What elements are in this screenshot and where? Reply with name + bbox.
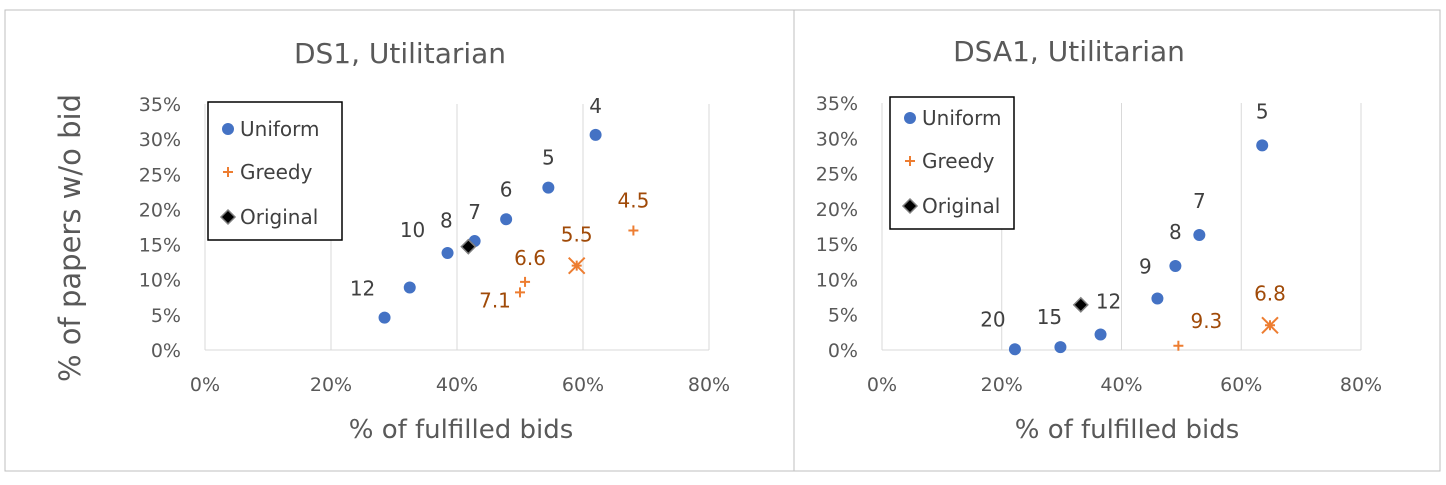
y-tick-label: 0% xyxy=(828,340,858,362)
x-tick-label: 80% xyxy=(688,374,730,396)
y-tick-label: 25% xyxy=(816,164,858,186)
uniform-point xyxy=(378,311,391,324)
uniform-point xyxy=(500,213,513,226)
x-axis-label: % of fulfilled bids xyxy=(349,415,574,445)
legend-greedy-marker xyxy=(905,156,915,166)
uniform-point xyxy=(1193,228,1206,241)
y-tick-label: 30% xyxy=(139,129,181,151)
original-point xyxy=(1072,296,1089,313)
x-tick-label: 60% xyxy=(1220,374,1262,396)
y-axis-label: % of papers w/o bid xyxy=(53,94,87,382)
data-label: 8 xyxy=(440,209,453,233)
data-label: 8 xyxy=(1169,220,1182,244)
y-tick-label: 5% xyxy=(828,305,858,327)
y-tick-label: 20% xyxy=(139,199,181,221)
y-tick-label: 20% xyxy=(816,199,858,221)
legend-label: Original xyxy=(240,205,318,229)
x-tick-label: 0% xyxy=(867,374,897,396)
data-label: 9.3 xyxy=(1190,309,1222,333)
data-label: 5 xyxy=(1256,99,1269,123)
uniform-point xyxy=(1008,343,1021,356)
data-label: 4 xyxy=(589,94,602,118)
chart-title: DS1, Utilitarian xyxy=(294,37,506,70)
data-label: 12 xyxy=(350,277,375,301)
x-tick-label: 80% xyxy=(1340,374,1382,396)
legend-greedy-marker xyxy=(223,167,233,177)
data-label: 9 xyxy=(1139,254,1152,278)
greedy-point xyxy=(628,225,639,236)
y-tick-label: 10% xyxy=(816,269,858,291)
legend-label: Uniform xyxy=(922,106,1002,130)
legend-label: Original xyxy=(922,194,1000,218)
chart-dsa1: DSA1, Utilitarian 0% 20% 40% 60% 80% 0% 5% 10% 15… xyxy=(816,35,1382,445)
uniform-point xyxy=(441,247,454,260)
uniform-point xyxy=(1256,139,1269,152)
legend-original-marker xyxy=(901,197,919,215)
uniform-point xyxy=(1169,260,1182,273)
data-label: 7 xyxy=(1193,189,1206,213)
x-tick-label: 40% xyxy=(436,374,478,396)
uniform-point xyxy=(403,281,416,294)
y-tick-label: 30% xyxy=(816,128,858,150)
data-label: 6.6 xyxy=(514,246,546,270)
chart-ds1: DS1, Utilitarian 0% 20% 40% 60% 80% 0% 5% 10% 15%… xyxy=(139,37,730,445)
uniform-point xyxy=(589,128,602,141)
x-tick-label: 20% xyxy=(310,374,352,396)
greedy-point xyxy=(571,260,582,271)
x-tick-label: 40% xyxy=(1100,374,1142,396)
greedy-point xyxy=(1264,320,1275,331)
legend-label: Uniform xyxy=(240,117,320,141)
data-label: 5.5 xyxy=(561,223,593,247)
data-label: 12 xyxy=(1096,289,1121,313)
data-label: 6 xyxy=(500,177,513,201)
x-tick-label: 20% xyxy=(981,374,1023,396)
legend-original-marker xyxy=(219,208,237,226)
legend-label: Greedy xyxy=(922,149,995,173)
data-label: 15 xyxy=(1037,305,1062,329)
uniform-point xyxy=(1094,328,1107,341)
y-tick-label: 5% xyxy=(151,305,181,327)
data-label: 5 xyxy=(542,146,555,170)
panel-frame-right xyxy=(793,9,1441,472)
x-tick-label: 60% xyxy=(562,374,604,396)
legend-uniform-marker xyxy=(904,112,916,124)
legend-uniform-marker xyxy=(222,123,234,135)
x-axis-label: % of fulfilled bids xyxy=(1015,415,1240,445)
greedy-point xyxy=(515,287,525,298)
y-tick-label: 35% xyxy=(139,94,181,116)
data-label: 4.5 xyxy=(617,189,649,213)
y-tick-label: 25% xyxy=(139,164,181,186)
y-tick-label: 10% xyxy=(139,270,181,292)
original-point xyxy=(460,238,477,255)
data-label: 6.8 xyxy=(1254,281,1286,305)
y-tick-label: 15% xyxy=(139,235,181,257)
data-label: 20 xyxy=(980,307,1005,331)
y-tick-label: 15% xyxy=(816,234,858,256)
x-tick-label: 0% xyxy=(190,374,220,396)
y-tick-label: 0% xyxy=(151,340,181,362)
y-tick-label: 35% xyxy=(816,93,858,115)
greedy-point xyxy=(1173,340,1184,351)
panel-frame-left xyxy=(4,9,795,472)
data-label: 7 xyxy=(468,200,481,224)
uniform-point xyxy=(542,181,555,194)
uniform-point xyxy=(1054,341,1067,354)
data-label: 10 xyxy=(400,218,425,242)
greedy-point xyxy=(520,276,531,287)
chart-title: DSA1, Utilitarian xyxy=(953,35,1185,68)
legend-label: Greedy xyxy=(240,160,313,184)
uniform-point xyxy=(1151,292,1164,305)
data-label: 7.1 xyxy=(479,288,511,312)
